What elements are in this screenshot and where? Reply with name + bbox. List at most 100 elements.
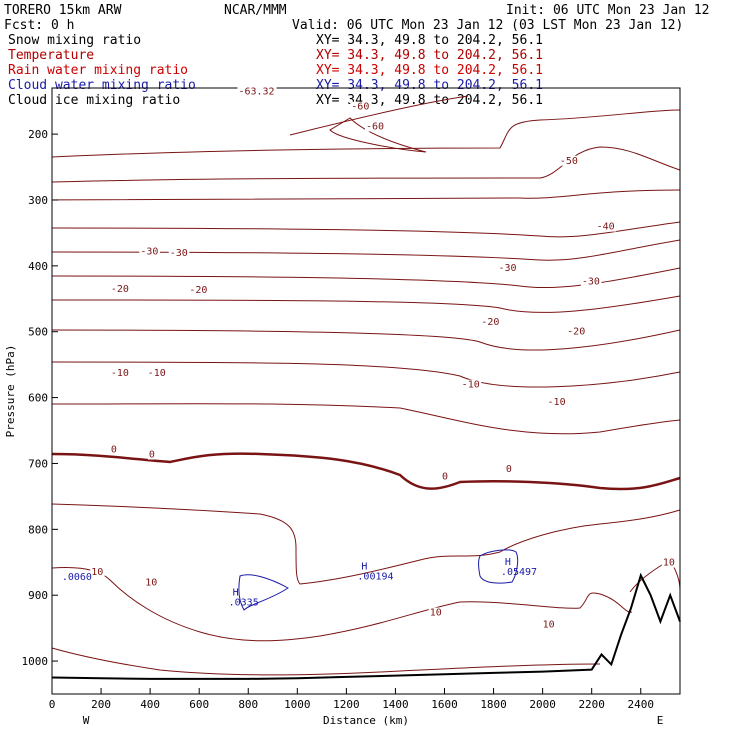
x-tick-label: 0 <box>49 698 56 711</box>
terrain-profile <box>51 572 681 680</box>
y-tick-label: 600 <box>28 392 48 405</box>
x-tick-label: 800 <box>238 698 258 711</box>
contour-label-bg <box>480 317 501 328</box>
temperature-contour-label: -10 <box>111 368 129 379</box>
isotherm-minus-20 <box>51 361 681 388</box>
init-time: Init: 06 UTC Mon 23 Jan 12 <box>506 3 710 18</box>
contour-label-bg <box>109 284 131 295</box>
cloud-water-value-label: .05497 <box>501 567 537 578</box>
forecast-hour: Fcst: 0 h <box>4 18 74 33</box>
isotherm-minus-30 <box>51 295 681 313</box>
x-tick-label: 1600 <box>431 698 458 711</box>
org-title: NCAR/MMM <box>224 3 287 18</box>
freezing-level-line <box>51 452 681 491</box>
contour-label-bg <box>546 396 568 407</box>
y-tick-label: 800 <box>28 523 48 536</box>
valid-time: Valid: 06 UTC Mon 23 Jan 12 (03 LST Mon … <box>292 18 683 33</box>
temperature-contour-label: 0 <box>111 444 117 455</box>
contour-label-bg <box>661 557 677 568</box>
field-name: Cloud ice mixing ratio <box>8 93 180 108</box>
y-tick-label: 900 <box>28 589 48 602</box>
x-tick-label: 1000 <box>284 698 311 711</box>
temperature-contour-label: -40 <box>597 222 615 233</box>
contour-label-bg <box>566 326 587 337</box>
cloud-water-max-marker: H <box>233 588 239 599</box>
temperature-contour-label: 10 <box>430 608 442 619</box>
temperature-contour-label: 10 <box>663 558 675 569</box>
field-list: Snow mixing ratio XY= 34.3, 49.8 to 204.… <box>8 33 543 108</box>
temperature-contour-label: -20 <box>481 317 499 328</box>
x-tick-label: 400 <box>140 698 160 711</box>
temperature-contour-label: -20 <box>111 284 129 295</box>
contour-label-bg <box>365 121 386 132</box>
isotherm-minus-10 <box>51 403 681 435</box>
temperature-contour-label: -63.32 <box>238 87 274 98</box>
contour-label-bg <box>144 577 159 588</box>
temperature-contour-label: 10 <box>543 619 555 630</box>
field-xy: XY= 34.3, 49.8 to 204.2, 56.1 <box>316 63 543 78</box>
y-tick-label: 400 <box>28 260 48 273</box>
isotherm-minus-50 <box>51 146 681 183</box>
cloud-water-max-marker: H <box>361 561 367 572</box>
contour-label-bg <box>237 86 277 97</box>
temperature-labels: -63.32 -60 -60 -50 -40 -30 -30 -30 -30 -20 -20 -20 -… <box>90 86 677 630</box>
cloud-water-value-label: .0060 <box>62 572 92 583</box>
contour-label-bg <box>109 444 119 455</box>
x-tick-label: 2400 <box>628 698 655 711</box>
contour-label-bg <box>147 449 157 460</box>
cloud-water-value-label: .00194 <box>357 571 393 582</box>
cloud-water-max-marker: H <box>505 557 511 568</box>
field-xy: XY= 34.3, 49.8 to 204.2, 56.1 <box>316 78 543 93</box>
field-xy: XY= 34.3, 49.8 to 204.2, 56.1 <box>316 33 543 48</box>
temperature-contour-label: 0 <box>149 450 155 461</box>
temperature-contour-label: -60 <box>351 102 369 113</box>
cloud-water-contour-west <box>238 574 289 611</box>
temperature-contour-label: 10 <box>145 577 157 588</box>
isotherm-plus-10 <box>51 567 633 642</box>
contour-label-bg <box>350 101 371 112</box>
west-end-label: W <box>83 714 90 727</box>
cloud-water-value-label: .0335 <box>229 598 259 609</box>
temperature-contour-label: -50 <box>560 156 578 167</box>
model-title: TORERO 15km ARW <box>4 3 122 18</box>
y-tick-label: 500 <box>28 326 48 339</box>
field-name: Rain water mixing ratio <box>8 63 188 78</box>
contour-label-bg <box>541 619 557 630</box>
x-tick-label: 2000 <box>529 698 556 711</box>
cloud-water-contours <box>238 549 519 611</box>
contour-label-bg <box>460 379 482 390</box>
warm-contours <box>51 503 681 676</box>
contour-label-bg <box>497 263 519 274</box>
temperature-contour-label: -30 <box>140 247 158 258</box>
field-xy: XY= 34.3, 49.8 to 204.2, 56.1 <box>316 48 543 63</box>
contour-label-bg <box>595 221 617 232</box>
temperature-contour-label: -60 <box>366 121 384 132</box>
isotherm-plus-5 <box>51 503 681 585</box>
contour-label-bg <box>580 276 602 287</box>
temperature-contour-label: -30 <box>498 263 516 274</box>
contour-label-bg <box>441 471 450 482</box>
temperature-contour-label: -20 <box>189 285 207 296</box>
contour-label-bg <box>90 566 105 577</box>
isotherm-minus-35 <box>51 267 681 289</box>
field-xy: XY= 34.3, 49.8 to 204.2, 56.1 <box>316 93 543 108</box>
y-tick-label: 300 <box>28 194 48 207</box>
temperature-contour-label: -30 <box>582 276 600 287</box>
temperature-contour-label: 0 <box>506 464 512 475</box>
temperature-contour-label: -10 <box>548 397 566 408</box>
y-tick-label: 200 <box>28 128 48 141</box>
contour-label-bg <box>146 367 168 378</box>
isotherm-minus-60 <box>289 95 469 136</box>
contour-label-bg <box>139 246 160 257</box>
isotherm-minus-45 <box>51 221 681 238</box>
x-tick-label: 1200 <box>333 698 360 711</box>
x-axis-label: Distance (km) <box>323 714 409 727</box>
x-axis: 0 200 400 600 800 1000 1200 1400 1600 1800 2000 220… <box>49 688 654 711</box>
y-axis: 200 300 400 500 600 700 800 900 1000 <box>22 128 58 668</box>
field-name: Cloud water mixing ratio <box>8 78 196 93</box>
contour-label-bg <box>188 284 209 295</box>
temperature-contour-label: -30 <box>170 248 188 259</box>
plot-frame <box>51 87 681 695</box>
